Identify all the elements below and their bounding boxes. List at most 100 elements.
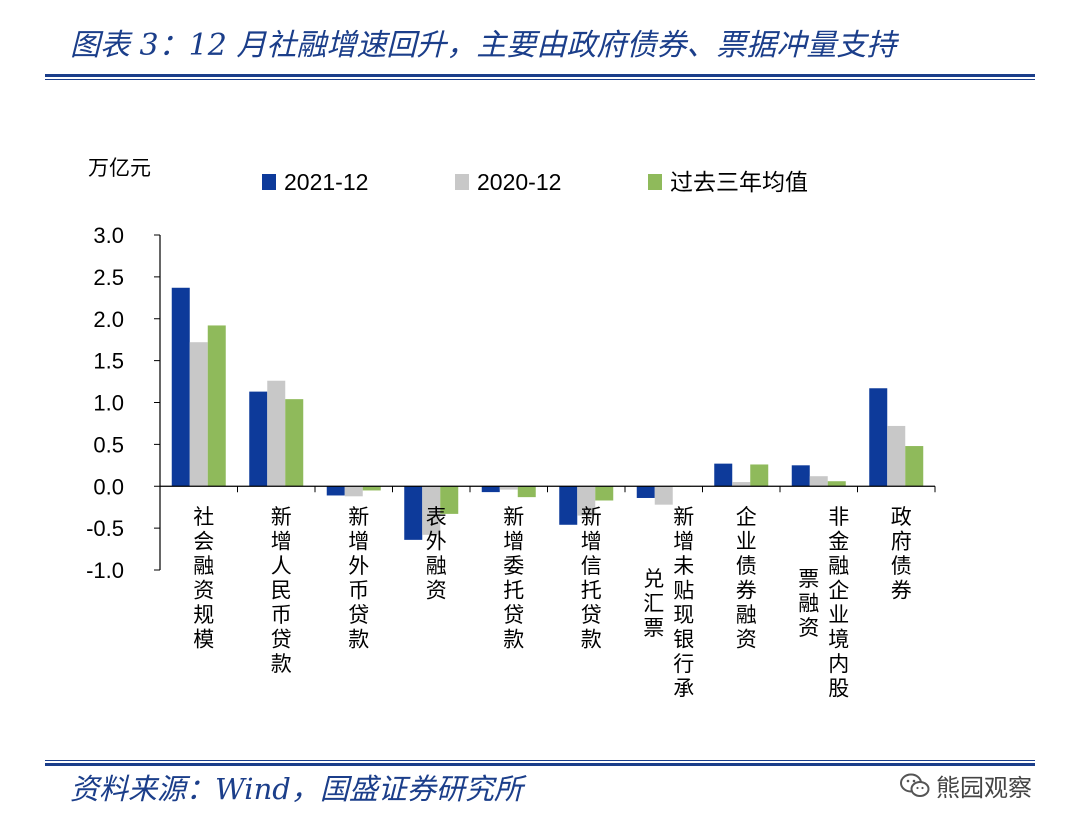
x-category-label-char: 企 — [736, 505, 757, 529]
x-category-label-char: 资 — [736, 628, 757, 652]
x-category-label-char: 表 — [426, 505, 447, 529]
legend-swatch — [455, 174, 469, 190]
x-category-label-char: 增 — [581, 530, 602, 554]
x-category-label-char: 券 — [736, 579, 757, 603]
bar-series0-cat3 — [404, 486, 423, 540]
x-category-label-char: 外 — [426, 530, 447, 554]
bar-series1-cat3 — [422, 486, 441, 535]
x-category-label-char: 民 — [271, 579, 292, 603]
bar-series1-cat9 — [887, 425, 906, 487]
x-category-label-char: 款 — [271, 652, 292, 676]
x-category-label-char: 贷 — [581, 603, 602, 627]
x-category-label-char: 银 — [673, 628, 694, 652]
legend-swatch — [648, 174, 662, 190]
x-category-label-char: 贴 — [673, 579, 694, 603]
bar-series2-cat9 — [905, 446, 924, 487]
x-category-label-char: 增 — [503, 530, 524, 554]
x-category-label-char: 行 — [673, 652, 694, 676]
bar-series1-cat7 — [732, 482, 751, 487]
x-category-label-char: 社 — [193, 505, 214, 529]
x-category-label-char: 贷 — [348, 603, 369, 627]
bar-series0-cat0 — [171, 287, 190, 487]
bar-chart: 3.02.52.01.51.00.50.0-0.5-1.0社会融资规模新增人民币… — [86, 169, 936, 701]
x-category-label-char: 新 — [348, 505, 369, 529]
x-category-label-char: 票 — [798, 567, 819, 591]
x-category-label-char: 外 — [348, 554, 369, 578]
bar-series2-cat7 — [750, 464, 769, 487]
source-rule-thick — [45, 763, 1035, 766]
x-category-label-char: 府 — [891, 530, 912, 554]
bar-series0-cat7 — [714, 463, 733, 487]
x-category-label-char: 新 — [673, 505, 694, 529]
bar-series0-cat6 — [636, 486, 655, 498]
chart-title: 图表 3：12 月社融增速回升，主要由政府债券、票据冲量支持 — [70, 28, 897, 63]
y-tick-label: -1.0 — [86, 558, 124, 583]
x-category-label-char: 资 — [193, 579, 214, 603]
x-category-label-char: 境 — [828, 628, 849, 652]
x-category-label-char: 款 — [348, 628, 369, 652]
x-category-label-char: 兑 — [643, 567, 664, 591]
y-tick-label: 1.0 — [93, 391, 124, 416]
bar-series0-cat8 — [791, 465, 810, 487]
x-category-label: 政府债券 — [891, 505, 912, 603]
bar-series1-cat1 — [267, 380, 286, 487]
x-category-label-char: 票 — [643, 616, 664, 640]
y-axis-unit-label: 万亿元 — [88, 156, 151, 180]
x-category-label-char: 券 — [891, 579, 912, 603]
x-category-label-char: 债 — [736, 554, 757, 578]
x-category-label-char: 资 — [426, 579, 447, 603]
legend-label: 2020-12 — [477, 169, 561, 195]
x-category-label-char: 增 — [271, 530, 292, 554]
bar-series1-cat4 — [499, 486, 518, 490]
x-category-label-char: 增 — [348, 530, 369, 554]
x-category-label-char: 汇 — [643, 592, 664, 616]
x-category-label-char: 内 — [828, 652, 849, 676]
bar-series2-cat3 — [440, 486, 459, 514]
source-rule-thin — [45, 760, 1035, 761]
x-category-label-char: 模 — [193, 628, 214, 652]
y-tick-label: 0.5 — [93, 432, 124, 457]
bar-series2-cat8 — [827, 481, 846, 487]
x-category-label-char: 融 — [193, 554, 214, 578]
bar-series2-cat1 — [285, 399, 304, 487]
y-tick-label: 0.0 — [93, 474, 124, 499]
y-tick-label: 3.0 — [93, 223, 124, 248]
x-category-label-char: 业 — [736, 530, 757, 554]
x-category-label-char: 贷 — [503, 603, 524, 627]
x-category-label-char: 新 — [503, 505, 524, 529]
y-tick-label: -0.5 — [86, 516, 124, 541]
x-category-label-char: 增 — [673, 530, 694, 554]
bar-series0-cat9 — [869, 388, 888, 487]
x-category-label-char: 融 — [798, 592, 819, 616]
title-rule-thick — [45, 74, 1035, 77]
watermark-text: 熊园观察 — [936, 774, 1032, 802]
x-category-label-char: 现 — [673, 603, 694, 627]
x-category-label-char: 非 — [828, 505, 849, 529]
x-category-label-char: 金 — [828, 530, 849, 554]
bar-series0-cat1 — [249, 391, 268, 487]
x-category-label-char: 托 — [581, 579, 602, 603]
y-tick-label: 2.5 — [93, 265, 124, 290]
legend-swatch — [262, 174, 276, 190]
bar-series2-cat5 — [595, 486, 614, 501]
x-category-label-char: 托 — [503, 579, 524, 603]
x-category-label-char: 新 — [581, 505, 602, 529]
x-category-label-char: 业 — [828, 603, 849, 627]
title-rule-thin — [45, 79, 1035, 80]
x-category-label-char: 币 — [348, 579, 369, 603]
y-tick-label: 2.0 — [93, 307, 124, 332]
x-category-label-char: 会 — [193, 530, 214, 554]
watermark: 熊园观察 — [900, 768, 1032, 803]
x-category-label-char: 信 — [581, 554, 602, 578]
bar-series1-cat0 — [189, 342, 208, 487]
bar-series1-cat6 — [654, 486, 673, 505]
x-category-label-char: 股 — [828, 677, 849, 701]
x-category-label-char: 承 — [673, 677, 694, 701]
x-category-label-char: 贷 — [271, 628, 292, 652]
